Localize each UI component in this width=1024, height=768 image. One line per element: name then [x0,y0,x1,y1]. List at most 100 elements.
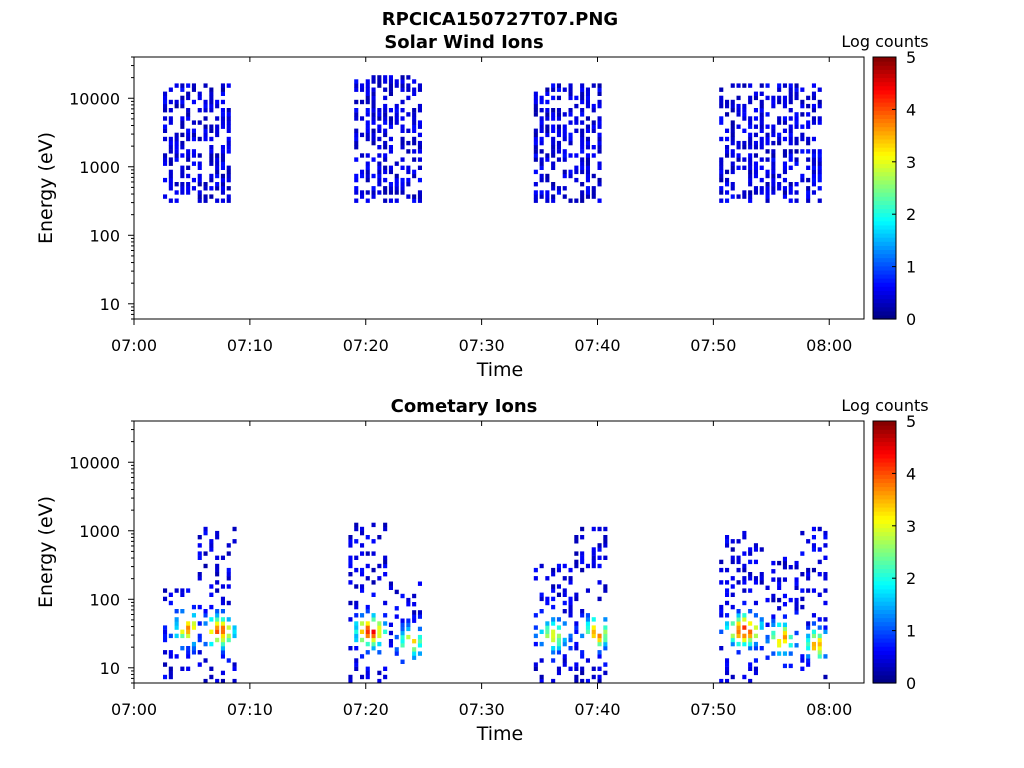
heatmap-cell [220,629,225,634]
heatmap-cell [220,91,225,96]
heatmap-cell [562,563,567,569]
heatmap-cell [360,83,365,88]
heatmap-cell [354,658,359,663]
heatmap-cell [545,91,550,96]
heatmap-cell [580,613,585,618]
heatmap-cell [186,173,191,179]
heatmap-cell [597,140,602,146]
heatmap-cell [215,637,220,643]
heatmap-cell [719,87,724,92]
heatmap-cell [562,132,567,138]
heatmap-cell [817,198,822,203]
colorbar-tick-label: 1 [906,258,916,277]
heatmap-cell [811,588,816,593]
heatmap-cell [168,650,173,655]
heatmap-cell [215,621,220,626]
heatmap-cell [591,555,596,560]
heatmap-cell [574,551,579,556]
heatmap-cell [719,103,724,109]
heatmap-cell [197,633,202,639]
heatmap-cell [736,124,741,129]
heatmap-cell [806,149,811,154]
heatmap-cell [736,145,741,150]
heatmap-cell [730,136,735,142]
heatmap-cell [383,103,388,109]
colorbar-segment [873,159,896,165]
heatmap-cell [823,629,828,634]
colorbar-segment [873,249,896,255]
heatmap-cell [197,153,202,158]
heatmap-cell [412,639,417,644]
heatmap-cell [736,559,741,565]
heatmap-cell [197,604,202,610]
heatmap-cell [180,132,185,138]
heatmap-cell [168,140,173,146]
heatmap-cell [226,584,231,589]
heatmap-cell [360,116,365,121]
heatmap-cell [568,604,573,610]
heatmap-cell [539,136,544,142]
heatmap-cell [777,577,782,582]
heatmap-cell [597,165,602,170]
heatmap-cell [226,637,231,643]
heatmap-cell [788,124,793,129]
heatmap-cell [394,647,399,652]
heatmap-cell [388,75,393,80]
heatmap-cell [197,190,202,195]
heatmap-cell [759,157,764,162]
heatmap-cell [591,629,596,634]
heatmap-cell [748,157,753,162]
colorbar-tick-label: 2 [906,205,916,224]
heatmap-cell [562,654,567,659]
heatmap-cell [585,177,590,183]
heatmap-cell [226,149,231,154]
heatmap-cell [371,633,376,639]
heatmap-cell [806,136,811,142]
colorbar-segment [873,633,896,639]
heatmap-cell [794,581,799,586]
heatmap-cell [417,639,422,644]
heatmap-cell [197,555,202,560]
heatmap-cell [591,617,596,622]
heatmap-cell [736,641,741,647]
heatmap-cell [823,674,828,680]
heatmap-cell [568,596,573,602]
heatmap-cell [817,559,822,565]
colorbar-segment [873,114,896,119]
heatmap-cell [545,108,550,113]
heatmap-cell [226,625,231,630]
panel-solar-wind-ions: 07:00 07:10 07:20 07:30 07:40 07:50 08:0010100… [35,32,929,381]
heatmap-cell [388,145,393,150]
heatmap-cell [215,165,220,170]
heatmap-cell [400,140,405,146]
heatmap-cell [533,145,538,150]
heatmap-cell [771,128,776,133]
heatmap-cell [580,149,585,154]
heatmap-cell [168,169,173,175]
heatmap-cell [765,198,770,203]
colorbar-segment [873,286,896,291]
heatmap-cell [753,580,758,585]
heatmap-cell [800,103,805,109]
heatmap-cell [748,194,753,199]
heatmap-cell [539,95,544,101]
heatmap-cell [603,641,608,647]
colorbar-segment [873,237,896,242]
heatmap-cell [782,169,787,175]
heatmap-cell [591,186,596,191]
heatmap-cell [574,678,579,684]
colorbar-segment [873,621,896,627]
heatmap-cell [771,618,776,623]
heatmap-cell [730,584,735,589]
heatmap-cell [226,567,231,573]
heatmap-cell [759,128,764,133]
colorbar-segment [873,179,896,185]
heatmap-cell [730,592,735,597]
heatmap-cell [725,567,730,573]
heatmap-cell [215,169,220,175]
heatmap-cell [209,173,214,179]
heatmap-cell [585,563,590,569]
heatmap-cell [777,95,782,101]
heatmap-cell [226,572,231,577]
heatmap-cell [580,198,585,203]
